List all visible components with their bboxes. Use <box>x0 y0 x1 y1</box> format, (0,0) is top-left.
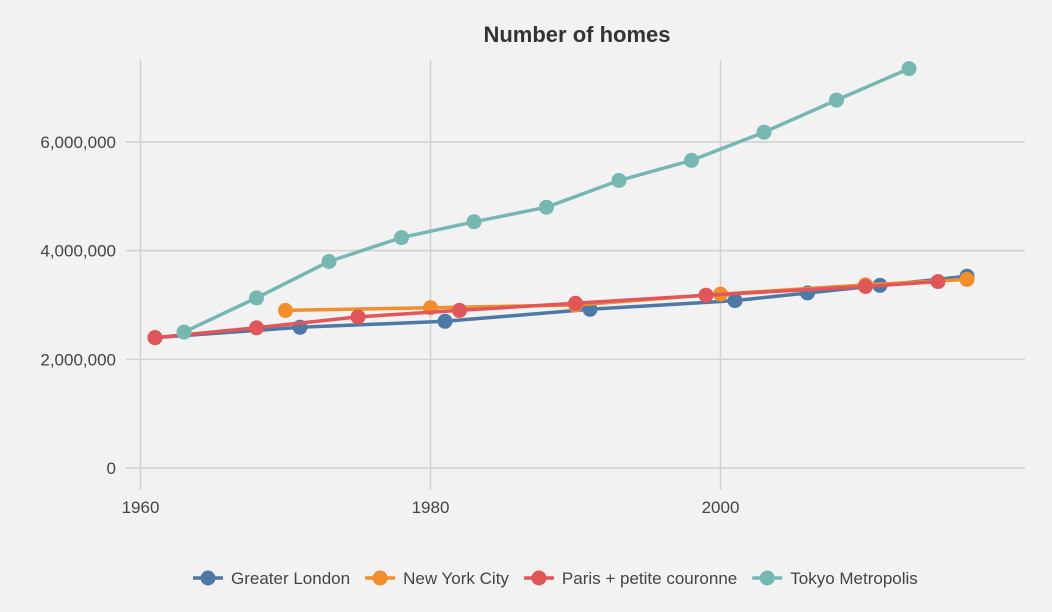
legend-marker-new-york-city <box>372 570 388 586</box>
data-point-tokyo-metropolis <box>249 290 264 306</box>
data-point-tokyo-metropolis <box>901 61 917 77</box>
legend-label-greater-london: Greater London <box>231 569 350 588</box>
data-point-paris-petite-couronne <box>858 279 873 294</box>
y-tick-label: 4,000,000 <box>40 242 116 261</box>
data-point-paris-petite-couronne <box>568 295 583 311</box>
data-point-tokyo-metropolis <box>466 214 482 230</box>
data-point-tokyo-metropolis <box>176 324 192 340</box>
y-tick-label: 6,000,000 <box>40 133 116 152</box>
series-tokyo-metropolis <box>176 61 917 340</box>
legend-marker-greater-london <box>200 570 216 586</box>
data-series <box>147 61 975 346</box>
legend-label-new-york-city: New York City <box>403 569 509 588</box>
y-tick-label: 0 <box>107 459 116 478</box>
legend-marker-tokyo-metropolis <box>759 570 775 586</box>
x-tick-label: 1960 <box>122 498 160 517</box>
series-line-paris-petite-couronne <box>154 279 939 340</box>
data-point-tokyo-metropolis <box>829 92 844 108</box>
legend-marker-paris-petite-couronne <box>531 570 547 586</box>
series-paris-petite-couronne <box>147 274 946 346</box>
data-point-paris-petite-couronne <box>350 309 366 325</box>
legend-label-tokyo-metropolis: Tokyo Metropolis <box>790 569 918 588</box>
grid-lines <box>126 60 1025 490</box>
data-point-tokyo-metropolis <box>756 124 772 140</box>
data-point-new-york-city <box>959 271 975 287</box>
legend-item-greater-london[interactable]: Greater London <box>193 569 350 588</box>
data-point-tokyo-metropolis <box>611 173 627 188</box>
data-point-paris-petite-couronne <box>698 287 714 303</box>
chart-title: Number of homes <box>483 22 670 47</box>
data-point-tokyo-metropolis <box>684 152 699 168</box>
data-point-paris-petite-couronne <box>147 330 163 346</box>
legend-label-paris-petite-couronne: Paris + petite couronne <box>562 569 737 588</box>
data-point-tokyo-metropolis <box>539 199 554 215</box>
legend-item-paris-petite-couronne[interactable]: Paris + petite couronne <box>523 569 737 588</box>
legend-item-new-york-city[interactable]: New York City <box>365 569 509 588</box>
data-point-greater-london <box>727 293 743 309</box>
legend-item-tokyo-metropolis[interactable]: Tokyo Metropolis <box>752 569 918 588</box>
x-tick-label: 1980 <box>412 498 450 517</box>
data-point-new-york-city <box>278 302 293 318</box>
series-new-york-city <box>278 271 975 318</box>
data-point-paris-petite-couronne <box>452 302 467 318</box>
data-point-tokyo-metropolis <box>394 230 409 246</box>
data-point-greater-london <box>437 313 453 329</box>
x-tick-label: 2000 <box>702 498 740 517</box>
data-point-tokyo-metropolis <box>321 254 337 269</box>
legend[interactable]: Greater London New York City Paris + petit… <box>193 569 918 588</box>
data-point-paris-petite-couronne <box>249 320 264 336</box>
data-point-paris-petite-couronne <box>930 274 946 290</box>
y-tick-label: 2,000,000 <box>40 350 116 369</box>
axis-tick-labels: 1960 1980 2000 0 2,000,000 4,000,000 6,000,000 <box>40 133 739 517</box>
